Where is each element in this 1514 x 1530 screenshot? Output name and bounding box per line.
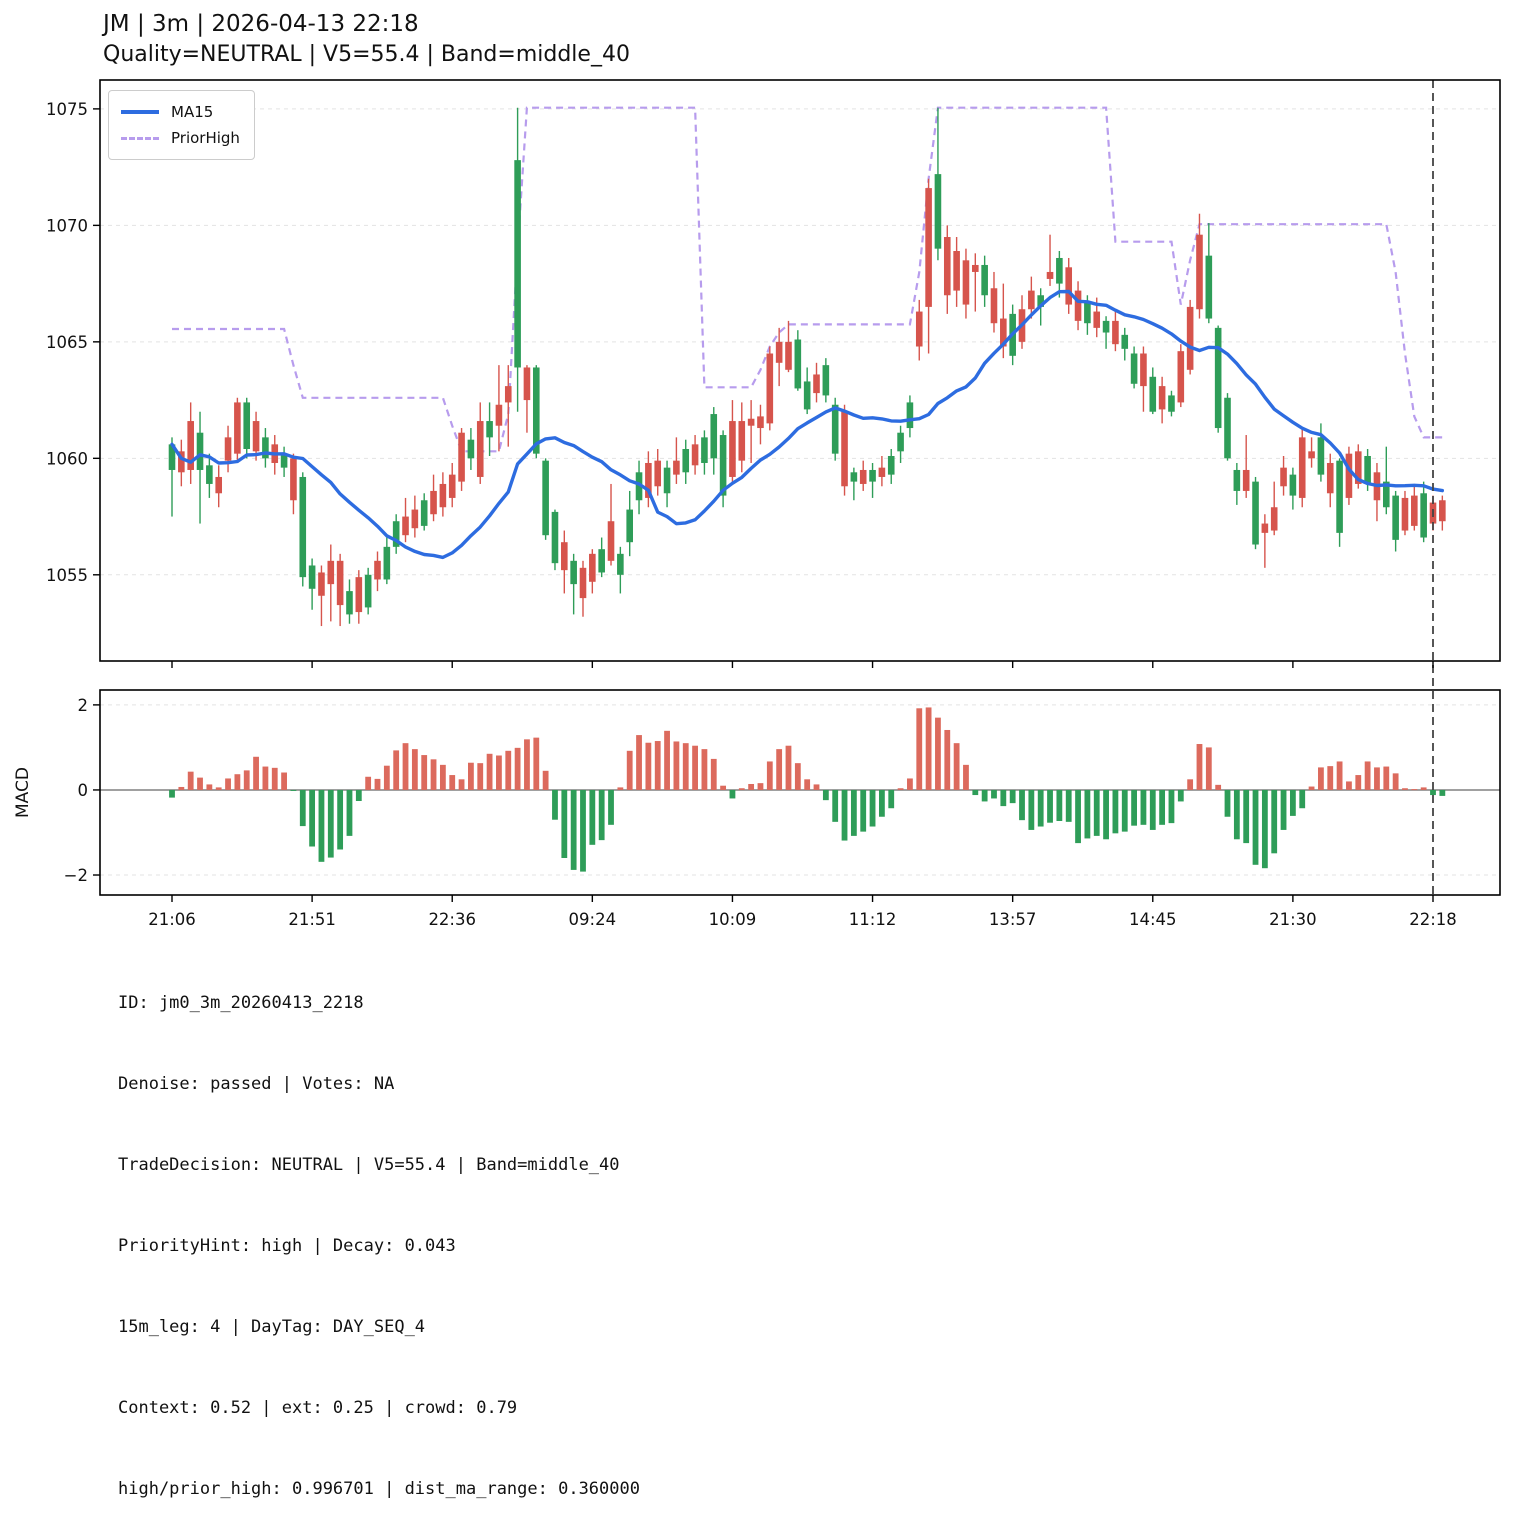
priorhigh-line-swatch — [121, 136, 159, 140]
macd-axis-label: MACD — [13, 767, 33, 818]
svg-text:2: 2 — [78, 696, 89, 715]
svg-text:1070: 1070 — [46, 216, 88, 235]
svg-text:11:12: 11:12 — [849, 910, 897, 929]
axis-ticks — [93, 108, 1434, 902]
footer-line-denoise: Denoise: passed | Votes: NA — [118, 1074, 395, 1094]
ma15-line-swatch — [121, 110, 159, 114]
legend: MA15 PriorHigh — [108, 90, 255, 160]
legend-label-ma15: MA15 — [171, 103, 214, 121]
svg-text:14:45: 14:45 — [1129, 910, 1177, 929]
legend-item-ma15: MA15 — [121, 99, 240, 125]
svg-text:22:36: 22:36 — [428, 910, 476, 929]
macd-histogram — [169, 707, 1446, 872]
svg-text:21:51: 21:51 — [288, 910, 336, 929]
svg-text:1075: 1075 — [46, 100, 88, 119]
svg-text:0: 0 — [78, 781, 89, 800]
footer-info: ID: jm0_3m_20260413_2218 Denoise: passed… — [118, 936, 640, 1530]
footer-line-decision: TradeDecision: NEUTRAL | V5=55.4 | Band=… — [118, 1155, 620, 1175]
axes-spines — [99, 79, 1501, 896]
svg-text:10:09: 10:09 — [709, 910, 757, 929]
chart-title: JM | 3m | 2026-04-13 22:18 — [103, 11, 419, 37]
ma15-series-line — [170, 289, 1445, 560]
svg-text:22:18: 22:18 — [1409, 910, 1457, 929]
svg-text:1060: 1060 — [46, 449, 88, 468]
candlestick-series — [168, 107, 1446, 627]
footer-line-priority: PriorityHint: high | Decay: 0.043 — [118, 1236, 456, 1256]
svg-text:1055: 1055 — [46, 566, 88, 585]
footer-line-ratios: high/prior_high: 0.996701 | dist_ma_rang… — [118, 1479, 640, 1499]
footer-line-id: ID: jm0_3m_20260413_2218 — [118, 993, 364, 1013]
priorhigh-series-line — [172, 106, 1443, 453]
axis-tick-labels: 1055 1060 1065 1070 1075 −2 0 2 21:06 21:51 22:36 0… — [46, 100, 1457, 929]
svg-text:13:57: 13:57 — [989, 910, 1037, 929]
chart-header: JM | 3m | 2026-04-13 22:18 Quality=NEUTR… — [103, 8, 630, 70]
footer-line-context: Context: 0.52 | ext: 0.25 | crowd: 0.79 — [118, 1398, 518, 1418]
legend-label-priorhigh: PriorHigh — [171, 129, 240, 147]
chart-subtitle: Quality=NEUTRAL | V5=55.4 | Band=middle_… — [103, 42, 630, 67]
footer-line-daytag: 15m_leg: 4 | DayTag: DAY_SEQ_4 — [118, 1317, 426, 1337]
svg-text:−2: −2 — [64, 866, 88, 885]
svg-text:21:30: 21:30 — [1269, 910, 1317, 929]
price-macd-chart-svg: 1055 1060 1065 1070 1075 −2 0 2 21:06 21:51 22:36 0… — [13, 79, 1501, 929]
legend-item-priorhigh: PriorHigh — [121, 125, 240, 151]
svg-text:09:24: 09:24 — [569, 910, 617, 929]
svg-text:1065: 1065 — [46, 333, 88, 352]
chart-figure: 1055 1060 1065 1070 1075 −2 0 2 21:06 21:51 22:36 0… — [13, 79, 1501, 929]
svg-text:21:06: 21:06 — [148, 910, 196, 929]
